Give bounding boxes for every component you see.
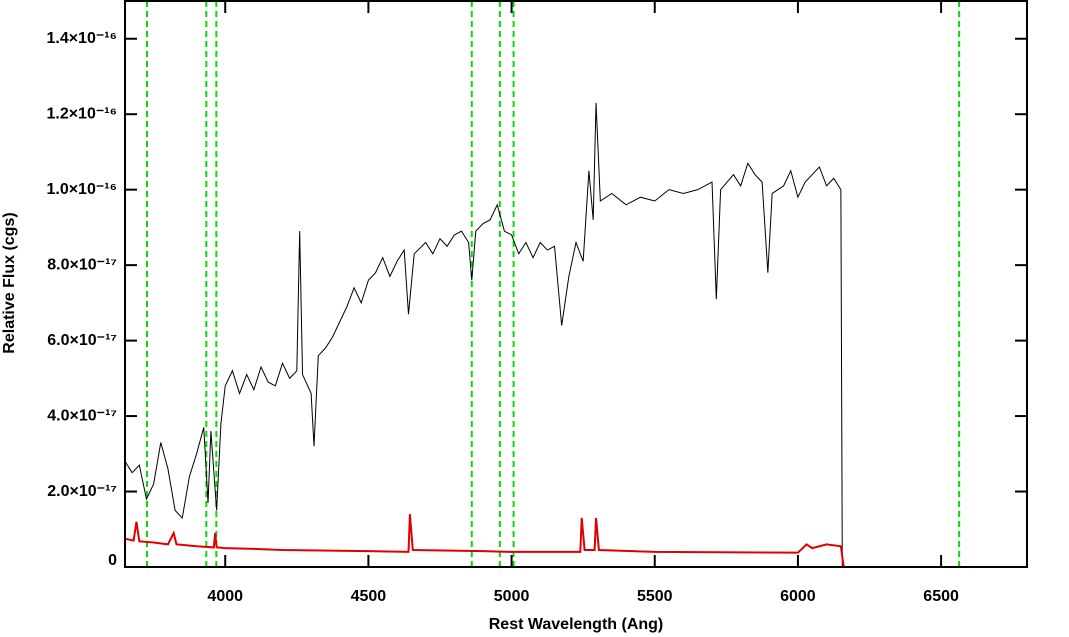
x-tick-label: 4500 — [351, 588, 387, 605]
y-tick-label: 2.0×10⁻¹⁷ — [47, 483, 117, 500]
y-axis-title: Relative Flux (cgs) — [1, 212, 18, 353]
spectrum-line — [125, 102, 843, 567]
x-tick-label: 5000 — [494, 588, 530, 605]
y-tick-label: 8.0×10⁻¹⁷ — [47, 256, 117, 273]
y-tick-label: 6.0×10⁻¹⁷ — [47, 332, 117, 349]
spectrum-line — [125, 514, 1027, 567]
y-tick-label: 4.0×10⁻¹⁷ — [47, 407, 117, 424]
y-tick-label: 1.4×10⁻¹⁶ — [46, 30, 117, 47]
x-tick-label: 6500 — [923, 588, 959, 605]
plot-frame — [124, 0, 1028, 568]
x-tick-label: 5500 — [637, 588, 673, 605]
y-tick-label: 0 — [108, 552, 117, 569]
x-tick-label: 4000 — [207, 588, 243, 605]
x-tick-label: 6000 — [780, 588, 816, 605]
y-tick-label: 1.0×10⁻¹⁶ — [46, 181, 117, 198]
x-axis-title: Rest Wavelength (Ang) — [489, 616, 664, 633]
y-tick-label: 1.2×10⁻¹⁶ — [46, 105, 117, 122]
